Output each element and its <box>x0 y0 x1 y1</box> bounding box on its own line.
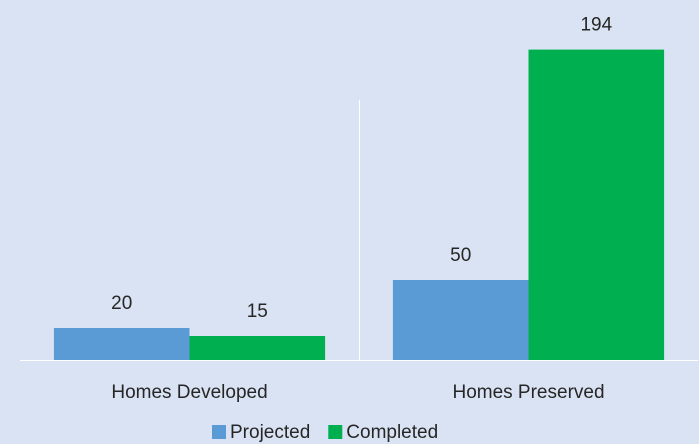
data-label: 194 <box>580 15 612 36</box>
bar <box>528 49 665 360</box>
data-label: 15 <box>247 301 268 322</box>
data-label: 20 <box>111 293 132 314</box>
bar <box>392 280 529 360</box>
legend-swatch <box>328 425 343 439</box>
bar <box>53 328 190 360</box>
x-tick-label: Homes Developed <box>111 382 267 403</box>
legend-label: Projected <box>230 422 310 443</box>
bar <box>189 336 326 360</box>
x-tick-label: Homes Preserved <box>452 382 604 403</box>
legend-label: Completed <box>346 422 438 443</box>
legend-swatch <box>212 425 226 439</box>
data-label: 50 <box>450 245 471 266</box>
